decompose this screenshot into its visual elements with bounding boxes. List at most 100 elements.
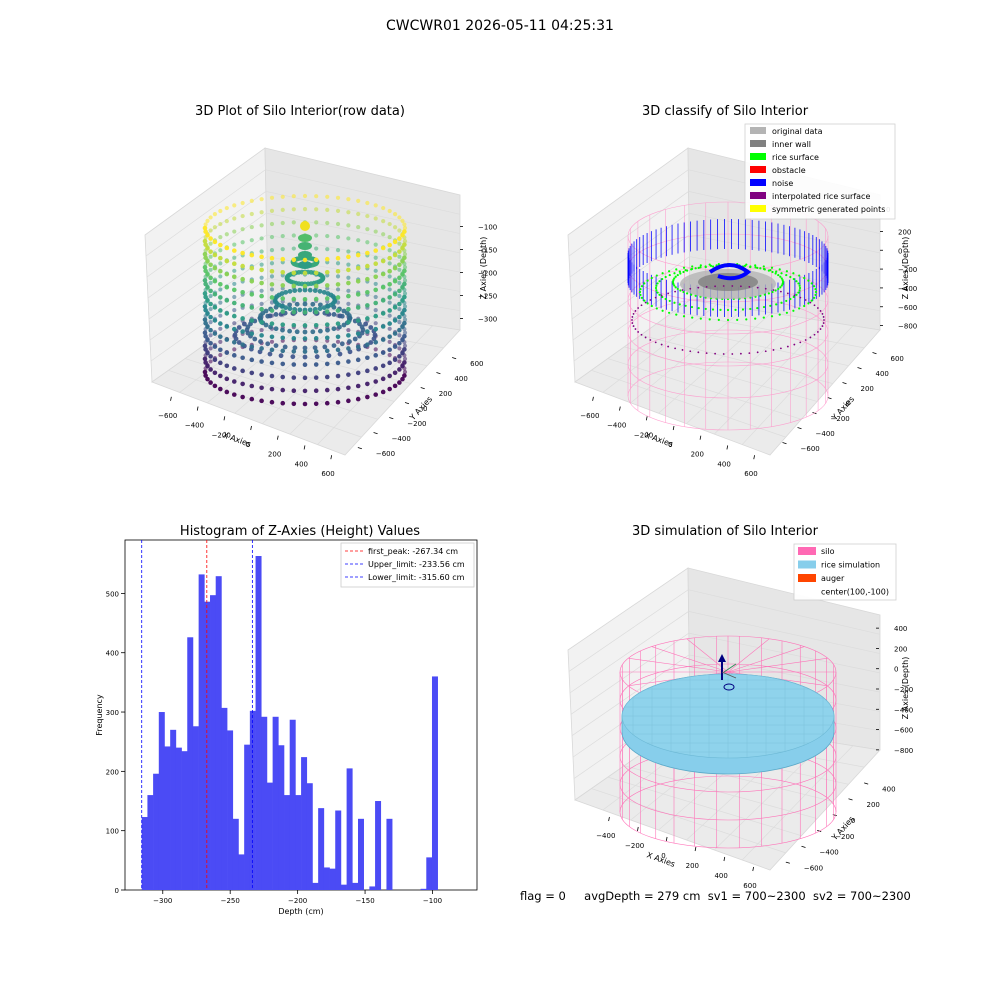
cls-rice-point xyxy=(664,275,667,279)
raw-point xyxy=(373,268,378,273)
cls-rice-point xyxy=(656,282,659,285)
raw-point xyxy=(346,319,351,325)
raw-surface-point xyxy=(344,310,350,316)
raw-point xyxy=(346,301,351,306)
cls-rice-point xyxy=(792,272,795,275)
raw-point xyxy=(302,311,308,316)
raw-surface-point xyxy=(313,258,319,264)
raw-surface-point xyxy=(320,275,326,281)
raw-point xyxy=(280,256,286,262)
raw-point xyxy=(205,336,210,341)
raw-point xyxy=(335,308,341,313)
cls-rice-point xyxy=(736,318,739,321)
cls-rice-point xyxy=(650,276,653,280)
sim-gridline xyxy=(602,724,718,811)
hist-x-tick-label: −200 xyxy=(288,897,307,905)
raw-point xyxy=(280,296,286,301)
raw-point xyxy=(218,352,223,358)
hist-bar xyxy=(278,745,285,890)
raw-point xyxy=(325,247,330,252)
raw-point xyxy=(280,220,285,226)
cls-interp-point xyxy=(674,290,677,293)
cls-gridline xyxy=(658,312,772,414)
raw-point xyxy=(346,275,351,280)
raw-point xyxy=(203,347,208,352)
cls-rice-point xyxy=(699,295,702,298)
raw-point xyxy=(249,396,255,402)
raw-point xyxy=(280,233,285,239)
raw-surface-point xyxy=(284,274,290,280)
cls-rice-point xyxy=(671,280,675,284)
raw-point xyxy=(269,208,275,213)
sim-y-tick-label: 400 xyxy=(882,785,895,793)
cls-rice-point xyxy=(767,292,770,295)
cls-legend-label: obstacle xyxy=(772,166,806,175)
raw-point xyxy=(402,334,407,339)
raw-x-tick xyxy=(223,416,226,421)
raw-point xyxy=(249,305,255,310)
cls-rice-point xyxy=(749,296,752,299)
raw-point xyxy=(400,337,405,343)
cls-rice-point xyxy=(798,289,801,292)
raw-point xyxy=(259,385,264,391)
raw-gridline xyxy=(185,358,378,420)
cls-rice-point xyxy=(686,269,689,272)
sim-rice-surface xyxy=(621,673,835,759)
raw-surface-point xyxy=(287,328,293,334)
raw-point xyxy=(208,262,213,268)
sim-legend-label: auger xyxy=(821,574,845,583)
raw-point xyxy=(400,244,405,250)
hist-bar xyxy=(289,719,296,890)
raw-surface-point xyxy=(285,273,291,279)
raw-point xyxy=(346,249,351,254)
raw-gridline xyxy=(234,323,428,367)
raw-point xyxy=(387,339,392,344)
sim-gridline xyxy=(573,697,881,779)
raw-point xyxy=(387,321,392,326)
sim-z-tick-label: −200 xyxy=(894,686,913,694)
raw-point xyxy=(205,297,210,302)
cls-y-tick-label: −200 xyxy=(831,415,850,423)
cls-rice-point xyxy=(741,265,745,268)
raw-point xyxy=(387,300,392,305)
raw-point xyxy=(249,224,254,230)
cls-rice-point xyxy=(704,307,707,311)
sim-x-tick xyxy=(637,826,639,832)
cls-interp-point xyxy=(631,316,634,318)
raw-point xyxy=(400,245,405,251)
raw-point xyxy=(280,335,286,341)
cls-rice-point xyxy=(762,305,766,309)
raw-point xyxy=(335,300,341,305)
raw-point xyxy=(302,336,308,341)
cls-rice-point xyxy=(807,302,810,305)
cls-rice-point xyxy=(661,295,664,299)
cls-pane xyxy=(567,147,691,383)
raw-point xyxy=(205,218,210,223)
raw-point xyxy=(392,251,398,256)
raw-point xyxy=(218,261,223,266)
raw-point xyxy=(324,322,330,327)
raw-surface-point xyxy=(302,307,308,313)
raw-point xyxy=(291,336,297,341)
cls-interp-point xyxy=(722,285,725,287)
raw-point xyxy=(356,198,361,204)
raw-point xyxy=(232,307,237,313)
cls-legend-label: symmetric generated points xyxy=(772,205,885,214)
raw-point xyxy=(387,373,392,379)
raw-surface-point xyxy=(276,292,282,298)
raw-point xyxy=(291,296,297,302)
cls-rice-point xyxy=(694,294,697,297)
raw-surface-point xyxy=(356,318,362,324)
raw-surface-point xyxy=(311,280,317,286)
raw-point xyxy=(380,298,386,303)
raw-point xyxy=(365,303,370,308)
raw-surface-point xyxy=(291,260,297,266)
sim-x-tick-label: −200 xyxy=(625,842,644,850)
raw-point xyxy=(397,280,402,285)
raw-point xyxy=(231,353,237,358)
sim-auger-arrow xyxy=(718,654,726,662)
raw-point xyxy=(313,349,319,354)
raw-point xyxy=(224,389,230,395)
cls-interp-point xyxy=(667,292,670,295)
raw-point xyxy=(402,373,407,378)
